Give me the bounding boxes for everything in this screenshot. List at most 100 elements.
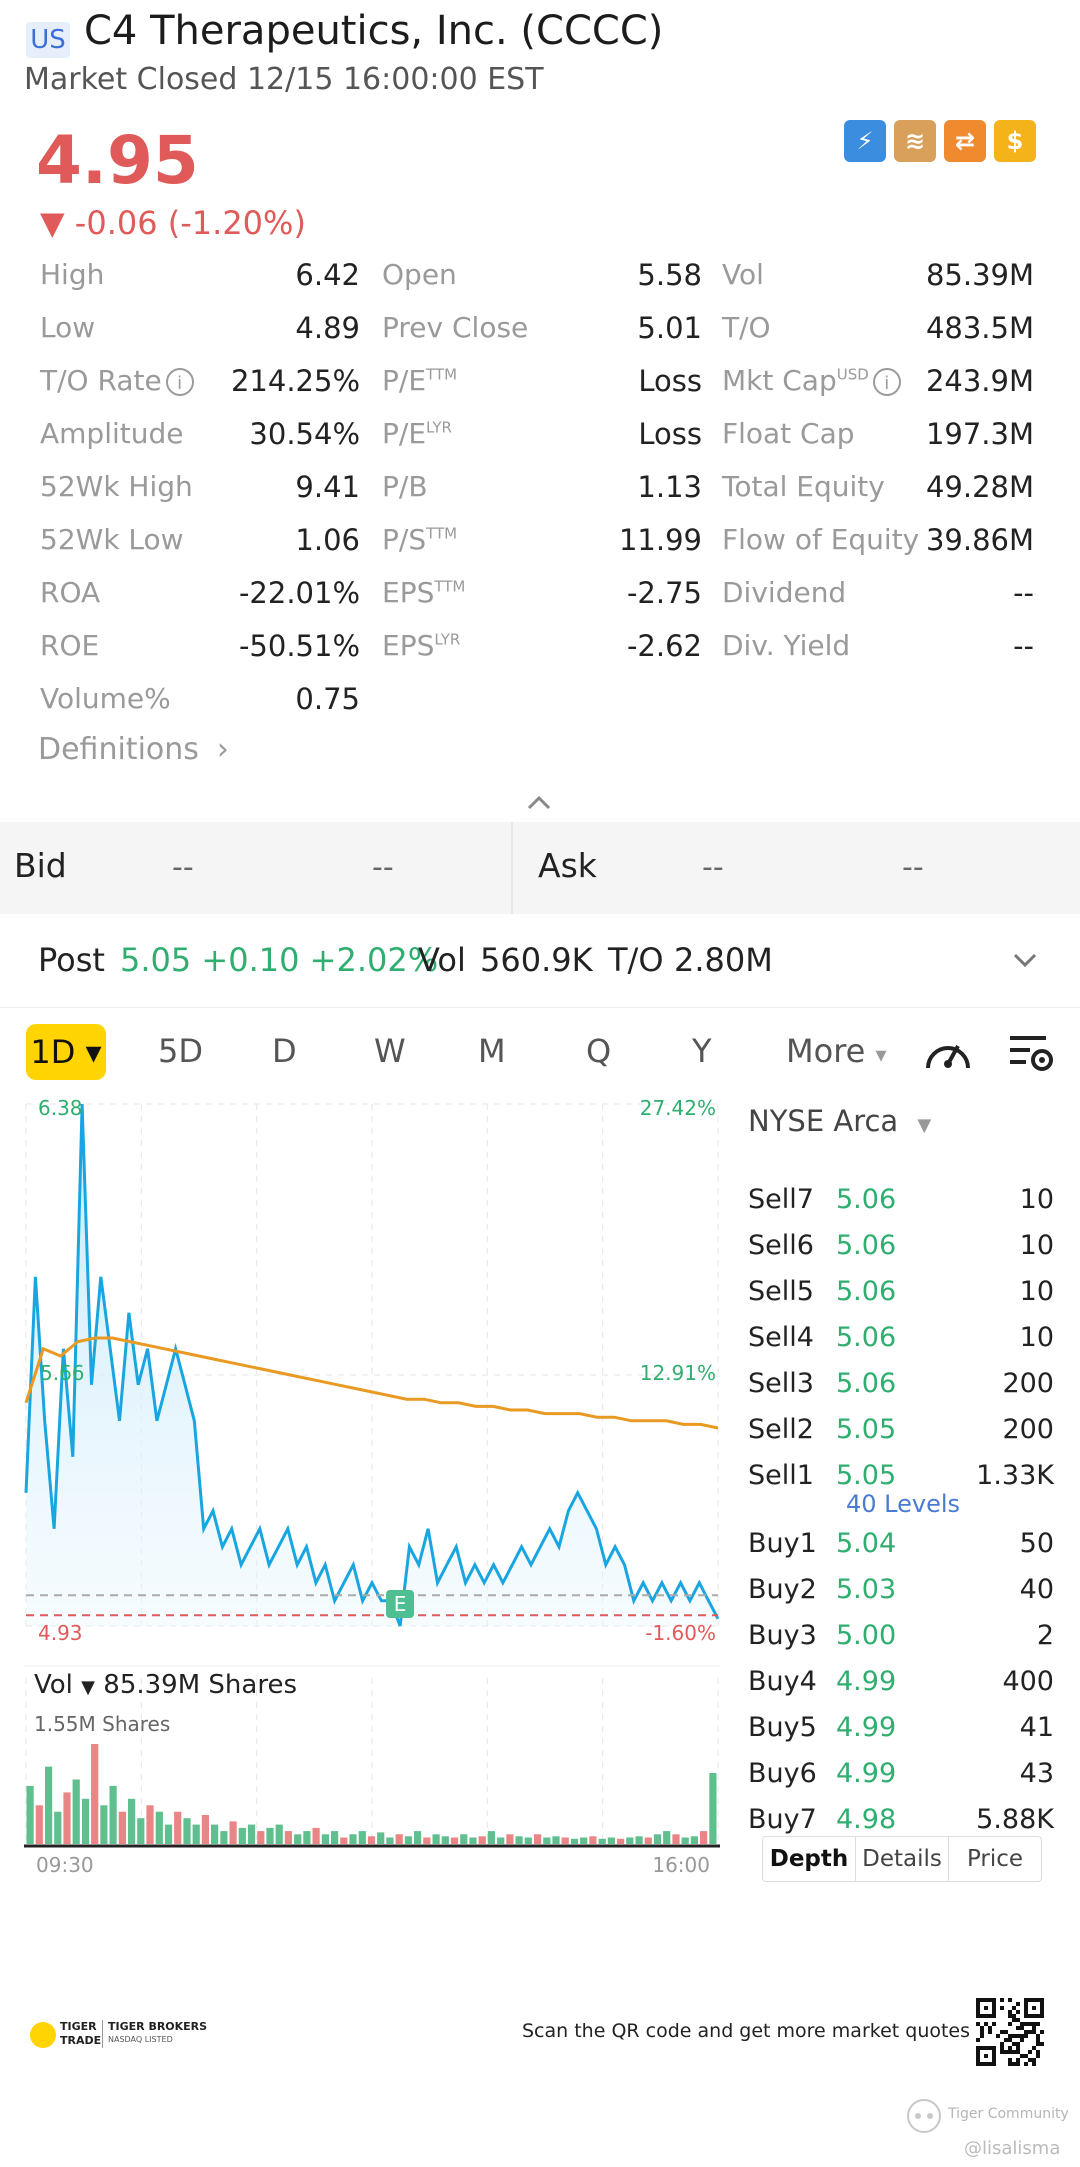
volume-bar [395,1834,403,1844]
volume-header[interactable]: Vol ▼ 85.39M Shares [34,1670,297,1700]
swap-circle-icon[interactable]: ⇄ [944,120,986,162]
order-price: 5.04 [836,1528,897,1559]
info-icon[interactable]: i [165,368,194,396]
stat-value: 5.01 [637,311,702,345]
order-side: Sell4 [748,1322,814,1353]
order-book-buy-row: Buy3 5.00 2 [748,1620,1054,1664]
volume-bar [358,1831,366,1844]
chart-settings-icon[interactable] [1006,1028,1056,1076]
definitions-link[interactable]: Definitions › [38,732,229,767]
order-price: 5.05 [836,1460,897,1491]
tiger-logo-icon [30,2022,56,2048]
exchange-selector[interactable]: NYSE Arca ▼ [748,1104,932,1138]
stat-label: Total Equity [722,470,885,503]
volume-total: 85.39M Shares [103,1670,297,1700]
volume-bar [26,1785,34,1844]
stat-label: T/O [722,311,771,344]
stat-value: 30.54% [249,417,360,451]
tab-month[interactable]: M [478,1032,506,1070]
info-icon[interactable]: i [872,368,901,396]
post-price-change: 5.05 +0.10 +2.02% [120,941,439,979]
definitions-label: Definitions [38,732,199,767]
order-side: Sell3 [748,1368,814,1399]
stack-a-icon[interactable]: ≋ [894,120,936,162]
volume-bar [211,1824,219,1844]
stat-value: 483.5M [925,311,1034,345]
tab-price[interactable]: Price [966,1846,1024,1872]
volume-bar [201,1815,209,1844]
tab-quarter[interactable]: Q [586,1032,612,1070]
order-qty: 10 [1019,1230,1054,1261]
tab-1d[interactable]: 1D ▾ [26,1024,106,1080]
order-book-buy-row: Buy1 5.04 50 [748,1528,1054,1572]
gauge-icon[interactable] [922,1028,974,1076]
post-to-value: 2.80M [674,941,773,979]
volume-bar [91,1744,99,1844]
tab-week[interactable]: W [374,1032,406,1070]
order-qty: 1.33K [976,1460,1054,1491]
stat-label: ROE [40,629,100,662]
stat-label: EPSLYR [382,629,461,662]
volume-bar [580,1837,588,1844]
intraday-chart[interactable]: E 6.38 5.66 4.93 27.42% 12.91% -1.60% 09… [0,1096,740,1877]
volume-bar [552,1836,560,1844]
earnings-marker[interactable]: E [386,1590,415,1618]
volume-bar [229,1821,237,1844]
volume-bar [192,1824,200,1844]
logo-nasdaq: NASDAQ LISTED [108,2035,173,2044]
stat-value: 1.06 [295,523,360,557]
tab-more[interactable]: More ▾ [786,1032,887,1070]
stat-label: P/ETTM [382,364,458,397]
order-qty: 2 [1036,1620,1054,1651]
volume-bar [100,1805,108,1844]
stat-label: P/ELYR [382,417,452,450]
volume-bar [128,1798,136,1844]
volume-bar [404,1836,412,1844]
price-line [24,1103,720,1627]
tab-day[interactable]: D [272,1032,297,1070]
volume-bar [626,1837,634,1844]
stat-value: -- [1013,629,1034,663]
logo-divider [102,2020,103,2048]
order-book-buy-row: Buy7 4.98 5.88K [748,1804,1054,1848]
post-market-bar[interactable]: Post 5.05 +0.10 +2.02% Vol 560.9K T/O 2.… [0,915,1080,1008]
volume-bar [607,1837,615,1844]
volume-bar [35,1805,43,1844]
volume-bar [321,1834,329,1844]
collapse-chevron-up-icon[interactable] [524,790,554,814]
dollar-icon[interactable]: $ [994,120,1036,162]
volume-bar [469,1837,477,1844]
stat-value: 11.99 [618,523,702,557]
tab-year[interactable]: Y [692,1032,712,1070]
stat-value: 85.39M [925,258,1034,292]
chevron-down-icon[interactable] [1010,949,1040,971]
volume-bar [54,1811,62,1844]
volume-bar [515,1836,523,1844]
volume-bar [700,1831,708,1844]
tab-details[interactable]: Details [856,1837,949,1881]
stat-label: Div. Yield [722,629,851,662]
volume-bar [118,1811,126,1844]
qr-code-icon[interactable] [976,1998,1044,2066]
volume-bar [275,1824,283,1844]
volume-bar [478,1836,486,1844]
lightning-level-1-icon[interactable]: ⚡ [844,120,886,162]
volume-bar [284,1831,292,1844]
volume-bar [137,1818,145,1844]
tab-depth[interactable]: Depth [763,1837,856,1881]
feature-badges: ⚡ ≋ ⇄ $ [844,120,1036,162]
levels-link[interactable]: 40 Levels [846,1490,961,1518]
order-qty: 40 [1019,1574,1054,1605]
volume-bar [81,1798,90,1844]
order-qty: 43 [1019,1758,1054,1789]
tab-5d[interactable]: 5D [158,1032,203,1070]
volume-bar [561,1837,569,1844]
post-label: Post [38,941,105,979]
volume-bar [377,1832,385,1844]
stat-label-to-rate: T/O Rate i [40,364,194,397]
volume-bar [497,1837,505,1844]
volume-bar [690,1836,698,1844]
order-price: 4.99 [836,1758,897,1789]
volume-bar [635,1836,643,1844]
order-side: Sell7 [748,1184,814,1215]
